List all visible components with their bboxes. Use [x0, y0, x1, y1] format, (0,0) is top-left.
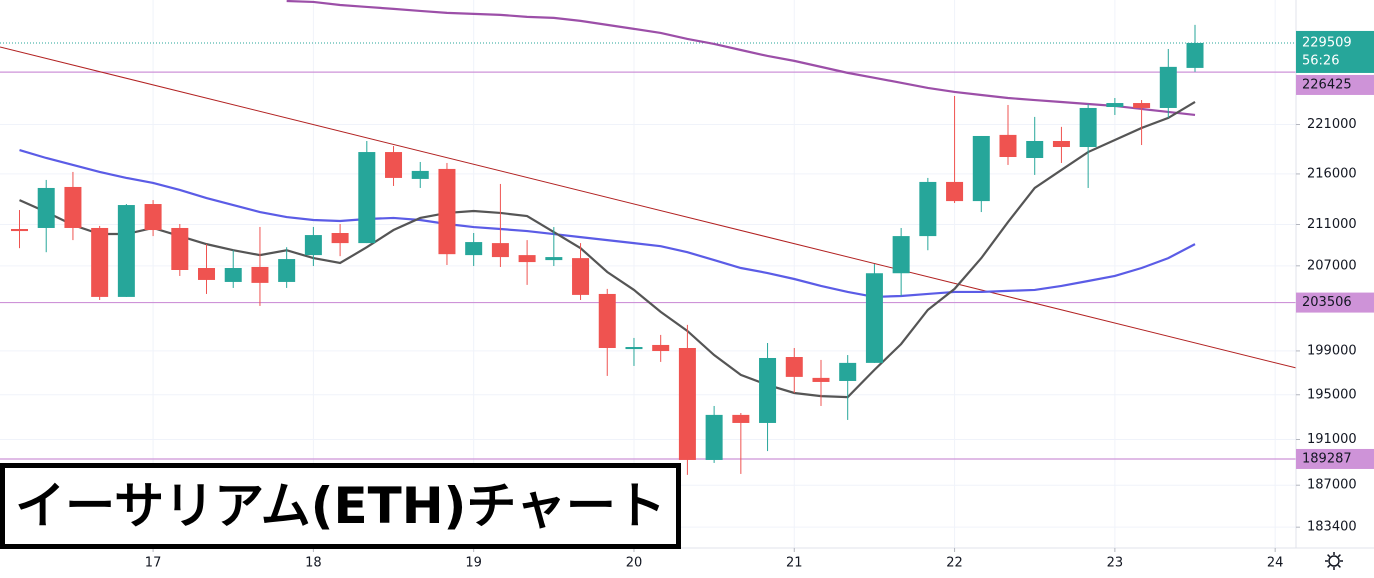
- level-box: [1296, 448, 1374, 469]
- candle-body: [385, 152, 403, 178]
- countdown-label: 56:26: [1302, 53, 1339, 68]
- candle-body: [598, 293, 616, 348]
- candle-body: [198, 268, 216, 280]
- candle-body: [812, 377, 830, 382]
- candle-body: [91, 227, 109, 297]
- x-tick-label: 22: [946, 556, 963, 571]
- candle-body: [785, 357, 803, 377]
- x-tick-label: 20: [626, 556, 643, 571]
- candle-body: [946, 181, 964, 202]
- candle-body: [304, 235, 322, 256]
- candle-body: [224, 268, 242, 282]
- level-box: [1296, 74, 1374, 95]
- candle-body: [1052, 140, 1070, 148]
- last-price-box: [1296, 30, 1374, 73]
- axes: 17 18 19 20 21 22 23 24 221000 216000 211000 207000…: [145, 30, 1374, 571]
- moving-average: [286, 0, 1196, 117]
- grid: [0, 0, 1296, 548]
- level-box: [1296, 292, 1374, 313]
- candle-body: [491, 243, 509, 258]
- candle-body: [11, 229, 29, 232]
- settings-icon[interactable]: [1325, 552, 1343, 570]
- y-tick-label: 216000: [1307, 166, 1357, 181]
- candle-body: [972, 135, 990, 202]
- candle-body: [839, 362, 857, 381]
- candle-body: [999, 134, 1017, 158]
- last-price-label: 229509: [1302, 35, 1352, 50]
- x-tick-label: 19: [465, 556, 482, 571]
- candle-body: [652, 344, 670, 352]
- y-tick-label: 221000: [1307, 117, 1357, 132]
- x-tick-label: 18: [305, 556, 322, 571]
- candle-body: [411, 170, 429, 179]
- candle-body: [759, 357, 777, 423]
- candle-body: [518, 255, 536, 263]
- trend-line: [0, 46, 1296, 369]
- plot-area: [0, 0, 1296, 475]
- y-tick-label: 211000: [1307, 217, 1357, 232]
- candle-body: [465, 242, 483, 256]
- candle-body: [1026, 140, 1044, 158]
- candle-body: [37, 187, 55, 228]
- x-tick-label: 24: [1267, 556, 1284, 571]
- candle-body: [1079, 107, 1097, 148]
- x-tick-label: 21: [786, 556, 803, 571]
- candle-body: [278, 259, 296, 282]
- candle-body: [892, 236, 910, 274]
- candle-body: [358, 152, 376, 244]
- candle-body: [144, 204, 162, 231]
- candle-body: [625, 347, 643, 350]
- moving-average: [19, 149, 1196, 299]
- y-tick-label: 191000: [1307, 432, 1357, 447]
- candle-body: [545, 257, 563, 261]
- level-label: 203506: [1302, 295, 1352, 310]
- candle-body: [919, 181, 937, 237]
- candle-body: [331, 233, 349, 244]
- candle-body: [732, 414, 750, 423]
- candle-body: [1159, 66, 1177, 108]
- candle-body: [1186, 42, 1204, 68]
- candle-body: [64, 186, 82, 228]
- candle-body: [572, 258, 590, 295]
- candle-body: [1106, 103, 1124, 108]
- y-tick-label: 187000: [1307, 478, 1357, 493]
- candle-body: [865, 273, 883, 363]
- chart-title: イーサリアム(ETH)チャート: [0, 463, 681, 549]
- level-label: 189287: [1302, 451, 1352, 466]
- y-tick-label: 207000: [1307, 258, 1357, 273]
- level-label: 226425: [1302, 77, 1352, 92]
- y-tick-label: 183400: [1307, 520, 1357, 535]
- x-tick-label: 17: [145, 556, 162, 571]
- y-tick-label: 199000: [1307, 343, 1357, 358]
- candle-body: [678, 347, 696, 460]
- x-tick-label: 23: [1107, 556, 1124, 571]
- y-tick-label: 195000: [1307, 387, 1357, 402]
- candle-body: [117, 205, 135, 297]
- candle-body: [251, 266, 269, 283]
- candle-body: [171, 227, 189, 270]
- moving-average: [19, 101, 1196, 399]
- candle-body: [438, 168, 456, 255]
- candle-body: [705, 414, 723, 460]
- candle-body: [1133, 103, 1151, 108]
